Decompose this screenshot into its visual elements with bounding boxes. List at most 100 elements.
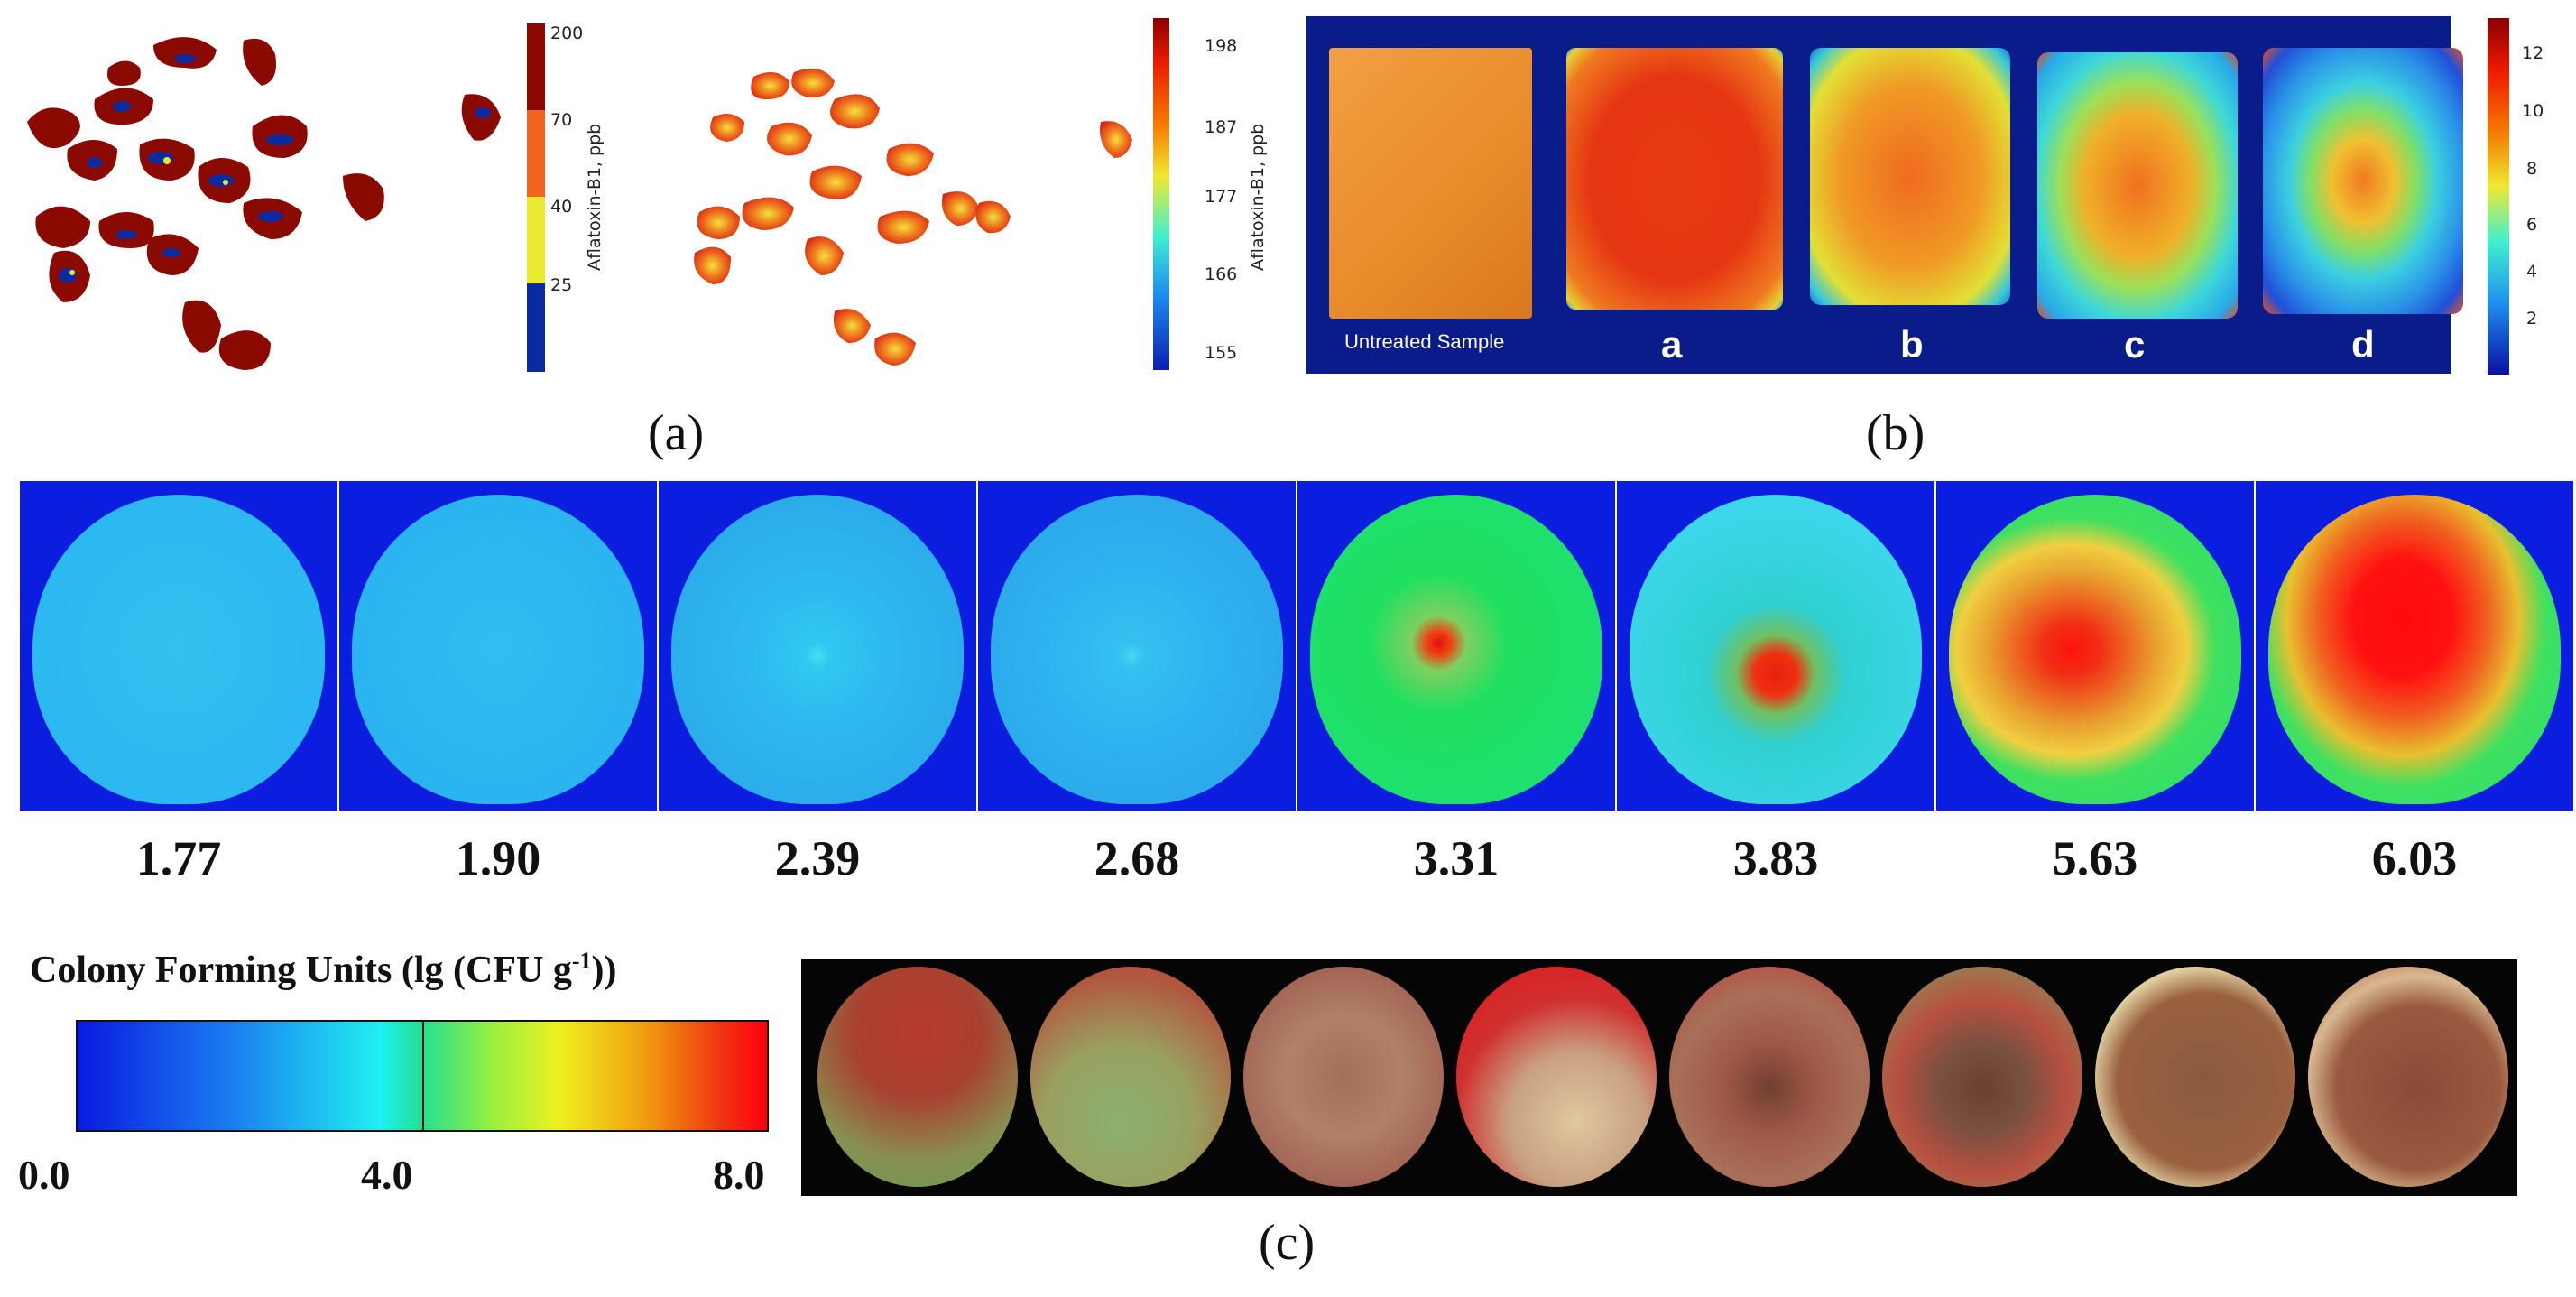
kernel bbox=[834, 309, 871, 343]
tick-label: 40 bbox=[550, 197, 573, 217]
kernel-concentration-map bbox=[694, 68, 1132, 366]
rgb-apple-strip bbox=[801, 959, 2517, 1196]
sample-heatmap-c bbox=[2037, 52, 2238, 319]
cfu-colorbar bbox=[76, 1020, 769, 1132]
hsi-apple bbox=[32, 494, 325, 804]
panel-label-c: (c) bbox=[1259, 1215, 1316, 1271]
kernel bbox=[886, 143, 934, 176]
sample-label: d bbox=[2351, 323, 2375, 366]
scale-min-label: 0.0 bbox=[18, 1152, 70, 1198]
tick-label: 200 bbox=[550, 23, 584, 43]
hsi-apple bbox=[991, 494, 1283, 804]
kernel bbox=[243, 38, 276, 86]
tick-label: 4 bbox=[2526, 262, 2538, 282]
cfu-value-label: 6.03 bbox=[2371, 831, 2458, 885]
kernel bbox=[975, 200, 1011, 234]
sample-label: b bbox=[1900, 323, 1924, 366]
cfu-value-label: 1.90 bbox=[455, 831, 541, 885]
kernel-classification-map bbox=[27, 37, 501, 370]
cfu-value-label: 1.77 bbox=[135, 831, 222, 885]
scale-mid-label: 4.0 bbox=[361, 1152, 413, 1198]
kernel bbox=[751, 72, 789, 99]
kernel bbox=[697, 206, 740, 239]
cfu-value-label: 3.31 bbox=[1413, 831, 1500, 885]
kernel bbox=[809, 165, 862, 199]
tick-label: 166 bbox=[1205, 264, 1238, 284]
kernel bbox=[874, 332, 916, 366]
kernel bbox=[107, 60, 141, 86]
colorbar-discrete bbox=[527, 23, 545, 372]
sample-heatmap-d bbox=[2263, 48, 2463, 314]
sample-label: a bbox=[1661, 323, 1683, 366]
scale-max-label: 8.0 bbox=[713, 1152, 765, 1198]
panel-label-a: (a) bbox=[648, 405, 705, 461]
sample-heatmap-b bbox=[1810, 48, 2010, 305]
hsi-apple-cell bbox=[1936, 481, 2254, 811]
rgb-apple-photo bbox=[1456, 967, 1657, 1187]
cfu-value-label: 5.63 bbox=[2052, 831, 2138, 885]
tick-label: 10 bbox=[2522, 101, 2544, 121]
kernel bbox=[742, 197, 794, 230]
kernel bbox=[182, 300, 221, 353]
rgb-apple-photo bbox=[817, 967, 1018, 1187]
kernel bbox=[694, 246, 731, 284]
colorbar-continuous bbox=[1153, 18, 1169, 370]
hsi-apple-cell bbox=[659, 481, 976, 811]
tick-label: 6 bbox=[2526, 215, 2538, 235]
tick-label: 2 bbox=[2526, 309, 2538, 329]
tick-label: 12 bbox=[2522, 43, 2544, 63]
kernel bbox=[710, 114, 744, 142]
untreated-sample-image bbox=[1329, 48, 1532, 319]
kernel bbox=[218, 330, 271, 370]
tick-label: 198 bbox=[1205, 36, 1238, 56]
scale-title: Colony Forming Units (lg (CFU g-1)) bbox=[30, 948, 616, 992]
colorbar-title: Aflatoxin-B1, ppb bbox=[1248, 123, 1268, 271]
rgb-apple-photo bbox=[1669, 967, 1870, 1187]
colorbar-treatment bbox=[2488, 18, 2509, 375]
hsi-apple-cell bbox=[2256, 481, 2573, 811]
hsi-apple-cell bbox=[1297, 481, 1615, 811]
cfu-value-label: 3.83 bbox=[1732, 831, 1819, 885]
kernel bbox=[877, 210, 929, 244]
hsi-apple bbox=[1949, 494, 2241, 804]
kernel bbox=[27, 107, 80, 149]
kernel bbox=[153, 37, 217, 69]
treatment-image-panel: Untreated Sample a b c d bbox=[1306, 16, 2463, 374]
kernel bbox=[35, 206, 90, 248]
hsi-apple bbox=[671, 494, 964, 804]
colorbar-midline bbox=[422, 1022, 424, 1130]
tick-label: 8 bbox=[2526, 159, 2538, 179]
hsi-apple bbox=[2268, 494, 2561, 804]
hsi-apple bbox=[1630, 494, 1922, 804]
kernel bbox=[1100, 121, 1132, 158]
hsi-apple-cell bbox=[1617, 481, 1934, 811]
cfu-value-label: 2.68 bbox=[1094, 831, 1180, 885]
kernel bbox=[98, 212, 154, 248]
panel-label-b: (b) bbox=[1866, 405, 1925, 461]
sample-label: c bbox=[2124, 323, 2146, 366]
sample-heatmap-a bbox=[1566, 48, 1783, 310]
kernel bbox=[791, 68, 835, 98]
kernel bbox=[830, 94, 880, 129]
hsi-apple-cell bbox=[978, 481, 1296, 811]
cfu-value-label: 2.39 bbox=[774, 831, 861, 885]
tick-label: 177 bbox=[1205, 187, 1238, 207]
tick-label: 187 bbox=[1205, 117, 1238, 137]
hsi-apple bbox=[352, 494, 644, 804]
scale-title-end: )) bbox=[591, 950, 617, 991]
untreated-sample-label: Untreated Sample bbox=[1344, 330, 1505, 353]
scale-title-superscript: -1 bbox=[571, 948, 592, 974]
kernel bbox=[767, 122, 812, 156]
kernel bbox=[343, 173, 384, 221]
rgb-apple-photo bbox=[2095, 967, 2295, 1187]
hsi-apple-cell bbox=[339, 481, 657, 811]
hsi-apple bbox=[1310, 494, 1602, 804]
rgb-apple-photo bbox=[2308, 967, 2508, 1187]
rgb-apple-photo bbox=[1882, 967, 2082, 1187]
tick-label: 70 bbox=[550, 110, 573, 130]
scale-title-text: Colony Forming Units (lg (CFU g bbox=[30, 950, 572, 991]
rgb-apple-photo bbox=[1243, 967, 1444, 1187]
hsi-apple-cell bbox=[20, 481, 337, 811]
kernel bbox=[805, 236, 844, 275]
tick-label: 25 bbox=[550, 275, 573, 295]
